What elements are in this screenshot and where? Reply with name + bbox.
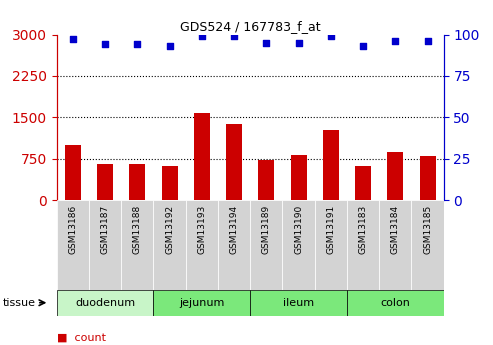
Point	[391, 38, 399, 44]
Bar	[121, 200, 153, 290]
Text: GSM13184: GSM13184	[391, 205, 400, 254]
Text: GSM13188: GSM13188	[133, 205, 142, 254]
Bar	[186, 200, 218, 290]
Bar	[282, 200, 315, 290]
Point	[198, 33, 206, 39]
Bar	[347, 290, 444, 316]
Text: GSM13190: GSM13190	[294, 205, 303, 254]
Bar	[89, 200, 121, 290]
Bar	[412, 200, 444, 290]
Text: tissue: tissue	[2, 298, 35, 308]
Text: GSM13193: GSM13193	[197, 205, 207, 254]
Point	[423, 38, 431, 44]
Text: jejunum: jejunum	[179, 298, 224, 308]
Bar	[226, 124, 242, 200]
Bar	[65, 145, 81, 200]
Bar	[218, 200, 250, 290]
Bar	[153, 200, 186, 290]
Text: GSM13186: GSM13186	[69, 205, 77, 254]
Point	[230, 33, 238, 39]
Point	[262, 40, 270, 46]
Text: ileum: ileum	[283, 298, 314, 308]
Bar	[290, 155, 307, 200]
Bar	[258, 160, 275, 200]
Bar	[57, 290, 153, 316]
Point	[69, 37, 77, 42]
Bar	[162, 166, 177, 200]
Text: colon: colon	[381, 298, 410, 308]
Point	[134, 42, 141, 47]
Text: GSM13183: GSM13183	[358, 205, 368, 254]
Bar	[57, 200, 89, 290]
Text: GSM13185: GSM13185	[423, 205, 432, 254]
Text: ■  count: ■ count	[57, 333, 106, 343]
Bar	[379, 200, 412, 290]
Bar	[194, 114, 210, 200]
Bar	[355, 166, 371, 200]
Point	[166, 43, 174, 49]
Text: GSM13191: GSM13191	[326, 205, 335, 254]
Bar	[129, 164, 145, 200]
Bar	[387, 152, 403, 200]
Text: GSM13192: GSM13192	[165, 205, 174, 254]
Point	[101, 42, 109, 47]
Text: GSM13189: GSM13189	[262, 205, 271, 254]
Title: GDS524 / 167783_f_at: GDS524 / 167783_f_at	[180, 20, 320, 33]
Point	[359, 43, 367, 49]
Point	[295, 40, 303, 46]
Bar	[153, 290, 250, 316]
Bar	[250, 200, 282, 290]
Text: GSM13194: GSM13194	[230, 205, 239, 254]
Text: duodenum: duodenum	[75, 298, 135, 308]
Point	[327, 33, 335, 39]
Bar	[250, 290, 347, 316]
Bar	[97, 164, 113, 200]
Text: GSM13187: GSM13187	[101, 205, 109, 254]
Bar	[323, 130, 339, 200]
Bar	[420, 157, 436, 200]
Bar	[347, 200, 379, 290]
Bar	[315, 200, 347, 290]
